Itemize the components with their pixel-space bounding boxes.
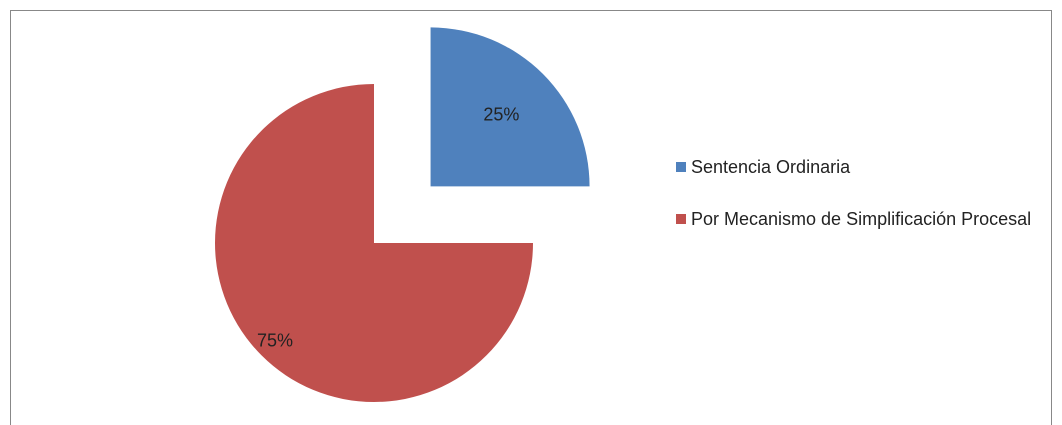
data-label: 75%: [257, 331, 293, 351]
data-label: 25%: [483, 104, 519, 124]
legend-label: Por Mecanismo de Simplificación Procesal: [691, 209, 1032, 229]
legend-item: Sentencia Ordinaria: [676, 154, 1046, 180]
legend-label: Sentencia Ordinaria: [691, 157, 851, 177]
frame: [10, 10, 1052, 425]
legend: Sentencia Ordinaria Por Mecanismo de Simp…: [676, 154, 1046, 258]
pie-slice: [215, 84, 533, 402]
legend-swatch: [676, 162, 686, 172]
legend-item: Por Mecanismo de Simplificación Procesal: [676, 206, 1046, 232]
legend-swatch: [676, 214, 686, 224]
pie-slice: [430, 27, 590, 187]
